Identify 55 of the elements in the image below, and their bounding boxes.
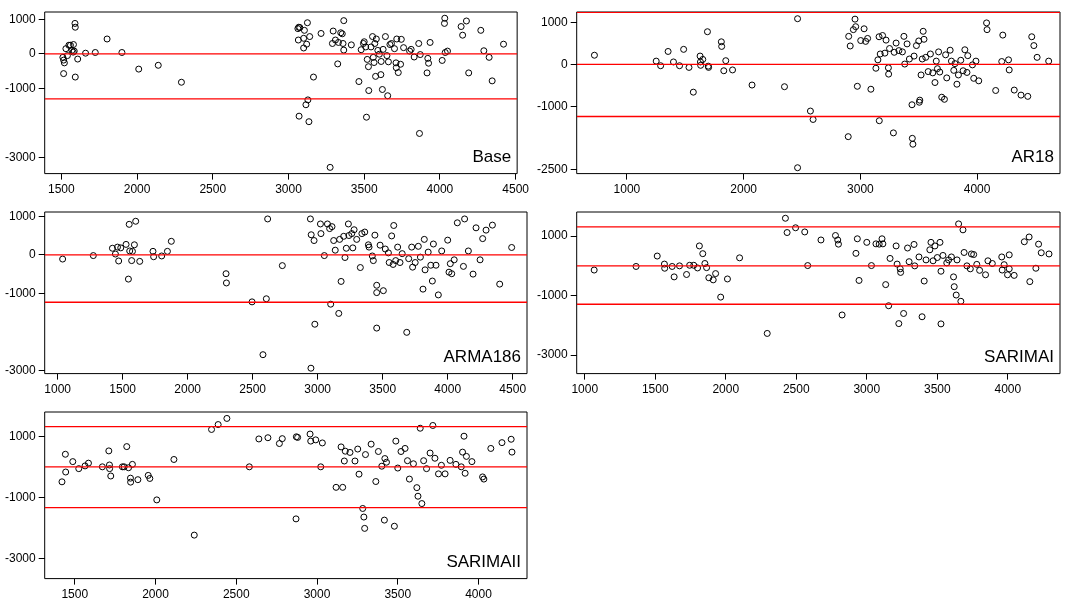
x-tick-label: 3500 — [923, 382, 951, 397]
x-tick-label: 2000 — [712, 382, 740, 397]
y-tick-label: 1000 — [540, 14, 569, 29]
y-tick-label: -1000 — [4, 285, 37, 300]
x-tick-label: 2500 — [222, 587, 250, 602]
x-tick-label: 3000 — [847, 182, 875, 197]
y-tick-label: -3000 — [4, 362, 37, 377]
x-tick-label: 1500 — [48, 182, 76, 197]
x-tick-label: 4000 — [465, 587, 493, 602]
x-tick-label: 2000 — [174, 382, 202, 397]
x-tick-label: 1000 — [571, 382, 599, 397]
x-tick-label: 3500 — [350, 182, 378, 197]
x-tick-label: 4000 — [994, 382, 1022, 397]
y-tick-label: -3000 — [4, 149, 37, 164]
x-tick-label: 1000 — [44, 382, 72, 397]
x-tick-label: 3000 — [303, 587, 331, 602]
x-tick-label: 3000 — [853, 382, 881, 397]
x-tick-label: 2000 — [123, 182, 151, 197]
x-tick-label: 2500 — [782, 382, 810, 397]
annotation: AR18 — [1011, 146, 1054, 166]
y-tick-label: -1000 — [536, 287, 569, 302]
annotation: SARIMAI — [984, 346, 1054, 366]
x-tick-label: 4000 — [426, 182, 454, 197]
y-tick-label: 1000 — [8, 428, 37, 443]
x-tick-label: 1500 — [641, 382, 669, 397]
x-tick-label: 2000 — [142, 587, 170, 602]
y-tick-label: 0 — [561, 56, 568, 71]
x-tick-label: 3000 — [304, 382, 332, 397]
x-tick-label: 4000 — [434, 382, 462, 397]
y-tick-label: 1000 — [8, 208, 37, 223]
y-tick-label: -1000 — [4, 80, 37, 95]
y-tick-label: 0 — [29, 247, 36, 262]
x-tick-label: 3000 — [275, 182, 303, 197]
x-tick-label: 1500 — [109, 382, 137, 397]
x-tick-label: 3500 — [384, 587, 412, 602]
y-tick-label: 0 — [29, 46, 36, 61]
y-tick-label: -1000 — [4, 489, 37, 504]
x-tick-label: 2500 — [199, 182, 227, 197]
x-tick-label: 1500 — [61, 587, 89, 602]
x-tick-label: 3500 — [369, 382, 397, 397]
x-tick-label: 1000 — [613, 182, 641, 197]
y-tick-label: 1000 — [540, 228, 569, 243]
annotation: Base — [472, 146, 512, 166]
x-tick-label: 4500 — [499, 382, 527, 397]
x-tick-label: 4000 — [963, 182, 991, 197]
x-tick-label: 2000 — [730, 182, 758, 197]
annotation: ARMA186 — [443, 346, 521, 366]
y-tick-label: -3000 — [536, 347, 569, 362]
x-tick-label: 2500 — [239, 382, 267, 397]
y-tick-label: -1000 — [536, 98, 569, 113]
y-tick-label: 1000 — [8, 11, 37, 26]
x-tick-label: 4500 — [502, 182, 530, 197]
annotation: SARIMAII — [446, 551, 521, 571]
y-tick-label: -3000 — [4, 551, 37, 566]
y-tick-label: -2500 — [536, 161, 569, 176]
